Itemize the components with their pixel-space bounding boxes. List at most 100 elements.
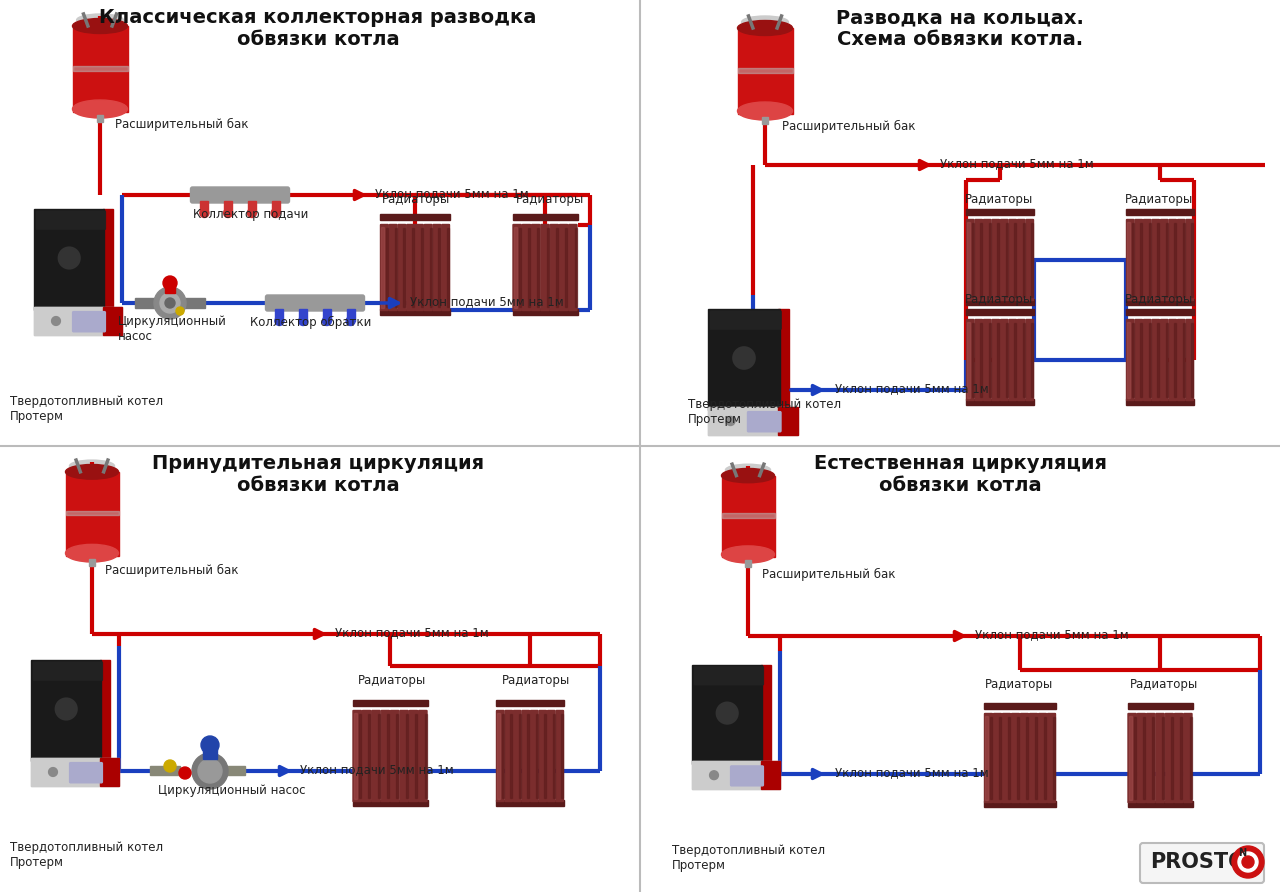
Circle shape — [192, 753, 228, 789]
Circle shape — [165, 298, 175, 308]
Circle shape — [726, 417, 735, 425]
FancyBboxPatch shape — [531, 225, 540, 310]
FancyBboxPatch shape — [975, 319, 983, 401]
Text: Расширительный бак: Расширительный бак — [115, 118, 248, 131]
Bar — [509, 714, 512, 798]
Bar — [201, 201, 209, 213]
Bar — [35, 209, 105, 310]
Circle shape — [49, 768, 58, 776]
Text: Коллектор обратки: Коллектор обратки — [250, 316, 371, 329]
Bar — [1140, 323, 1142, 397]
Bar — [966, 299, 1034, 305]
Bar — [1166, 323, 1167, 397]
Text: PROSTO: PROSTO — [1149, 852, 1245, 872]
FancyBboxPatch shape — [983, 319, 991, 401]
FancyBboxPatch shape — [694, 666, 764, 685]
Bar — [323, 309, 330, 321]
Circle shape — [200, 209, 209, 218]
Bar — [88, 559, 95, 566]
Bar — [737, 28, 792, 114]
Text: Принудительная циркуляция
обвязки котла: Принудительная циркуляция обвязки котла — [152, 454, 484, 495]
Text: Твердотопливный котел
Протерм: Твердотопливный котел Протерм — [689, 398, 841, 426]
Bar — [406, 714, 408, 798]
Bar — [385, 228, 388, 307]
Bar — [1189, 717, 1192, 799]
FancyBboxPatch shape — [748, 411, 781, 432]
Bar — [737, 68, 792, 72]
Bar — [65, 510, 119, 516]
Bar — [1126, 209, 1194, 215]
FancyBboxPatch shape — [548, 711, 556, 802]
Bar — [1132, 223, 1134, 297]
Circle shape — [164, 760, 177, 772]
FancyBboxPatch shape — [1140, 843, 1265, 883]
Text: Радиаторы: Радиаторы — [502, 674, 571, 687]
FancyBboxPatch shape — [1178, 319, 1185, 401]
Text: Расширительный бак: Расширительный бак — [105, 564, 238, 577]
Bar — [1044, 717, 1046, 799]
Bar — [1129, 716, 1132, 800]
Text: Уклон подачи 5мм на 1м: Уклон подачи 5мм на 1м — [300, 763, 453, 776]
Text: Твердотопливный котел
Протерм: Твердотопливный котел Протерм — [10, 395, 163, 423]
Bar — [1014, 323, 1016, 397]
Text: Разводка на кольцах.
Схема обвязки котла.: Разводка на кольцах. Схема обвязки котла… — [836, 8, 1084, 49]
Text: Твердотопливный котел
Протерм: Твердотопливный котел Протерм — [672, 844, 826, 872]
Bar — [966, 309, 1034, 315]
Circle shape — [271, 209, 280, 218]
FancyBboxPatch shape — [983, 219, 991, 301]
Bar — [1190, 323, 1193, 397]
Bar — [271, 201, 279, 213]
Bar — [430, 228, 431, 307]
Text: Уклон подачи 5мм на 1м: Уклон подачи 5мм на 1м — [835, 766, 988, 779]
Bar — [966, 209, 1034, 215]
Ellipse shape — [722, 468, 774, 483]
Bar — [497, 700, 564, 706]
Bar — [1036, 717, 1037, 799]
Text: Радиаторы: Радиаторы — [358, 674, 426, 687]
Bar — [998, 717, 1001, 799]
Bar — [1190, 223, 1193, 297]
Bar — [0, 0, 640, 446]
FancyBboxPatch shape — [1161, 319, 1169, 401]
Bar — [1126, 222, 1130, 298]
Bar — [1006, 223, 1007, 297]
Bar — [300, 309, 307, 321]
Bar — [980, 323, 982, 397]
Bar — [358, 714, 361, 798]
Bar — [65, 472, 119, 556]
Bar — [972, 323, 974, 397]
Circle shape — [275, 317, 284, 326]
Circle shape — [323, 317, 332, 326]
FancyBboxPatch shape — [398, 225, 406, 310]
Bar — [1140, 223, 1142, 297]
Bar — [1126, 399, 1194, 405]
Bar — [248, 201, 256, 213]
Bar — [380, 214, 451, 220]
Bar — [553, 714, 554, 798]
Bar — [778, 407, 797, 435]
Text: Уклон подачи 5мм на 1м: Уклон подачи 5мм на 1м — [975, 628, 1129, 641]
Bar — [31, 758, 100, 786]
Bar — [1148, 223, 1151, 297]
FancyBboxPatch shape — [1152, 219, 1160, 301]
FancyBboxPatch shape — [1169, 219, 1176, 301]
Bar — [73, 65, 128, 70]
Bar — [708, 407, 778, 435]
FancyBboxPatch shape — [1001, 319, 1009, 401]
Text: Радиаторы: Радиаторы — [965, 293, 1033, 306]
Bar — [760, 762, 780, 789]
Circle shape — [51, 317, 60, 326]
Circle shape — [55, 698, 77, 720]
Bar — [692, 762, 760, 789]
Bar — [1174, 323, 1176, 397]
FancyBboxPatch shape — [1165, 714, 1174, 803]
FancyBboxPatch shape — [371, 711, 380, 802]
Bar — [1018, 717, 1019, 799]
Bar — [760, 665, 771, 764]
FancyBboxPatch shape — [1143, 319, 1151, 401]
Bar — [1014, 223, 1016, 297]
Bar — [984, 703, 1056, 709]
FancyBboxPatch shape — [513, 225, 521, 310]
Bar — [100, 660, 110, 761]
Bar — [1006, 323, 1007, 397]
